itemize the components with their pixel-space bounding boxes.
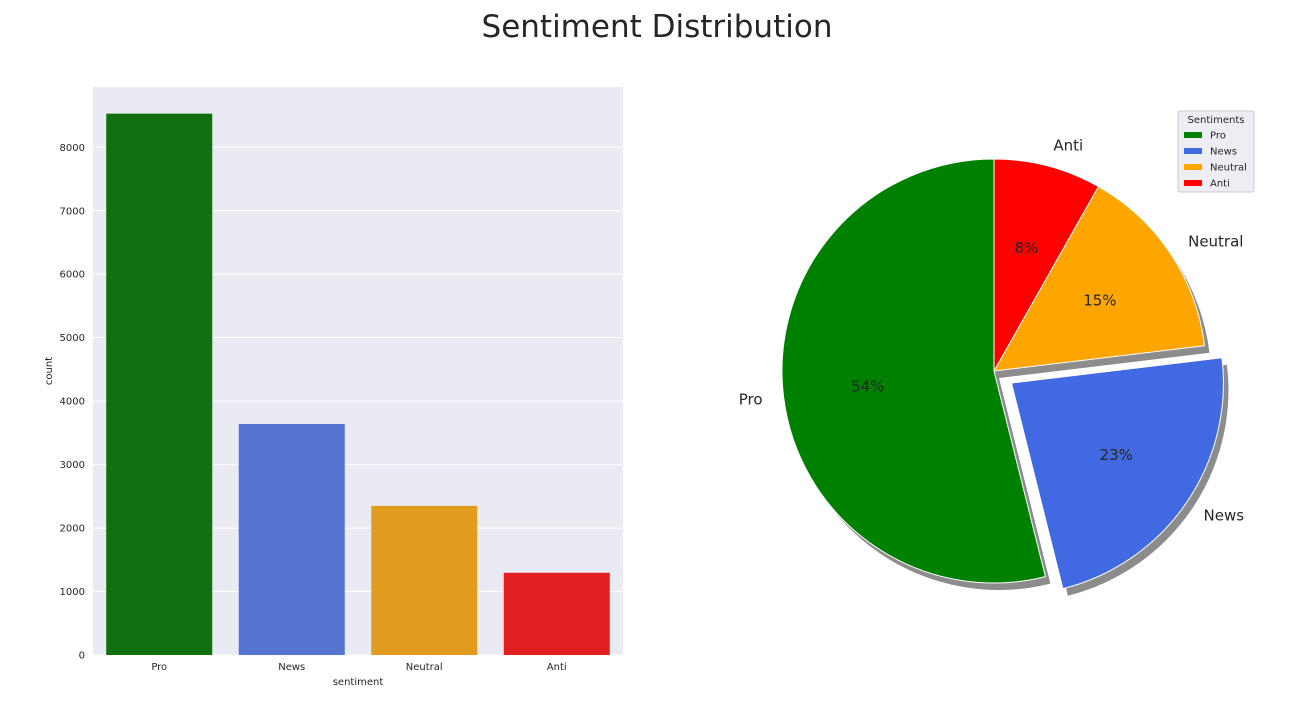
y-tick-label: 8000 — [60, 143, 85, 154]
bar-chart: 0 1000 2000 3000 4000 5000 6000 7000 8000 Pro News… — [44, 87, 623, 688]
legend-entry: Neutral — [1210, 163, 1247, 174]
pie-chart: Pro 54% News 23% Neutral 15% Anti 8% Sentiments P… — [739, 110, 1255, 596]
pie-legend: Sentiments Pro News Neutral Anti — [1177, 110, 1255, 193]
y-tick-label: 2000 — [60, 524, 85, 535]
pie-pct-label: 8% — [1015, 239, 1039, 257]
legend-entry: News — [1210, 147, 1237, 158]
x-tick-label: Pro — [151, 662, 167, 673]
pie-slice-news — [1010, 357, 1224, 590]
y-tick-label: 4000 — [60, 397, 85, 408]
bar-neutral — [371, 505, 478, 655]
pie-pct-label: 54% — [851, 378, 884, 396]
bar-news — [238, 423, 345, 655]
legend-swatch — [1184, 132, 1202, 138]
pie-pct-label: 15% — [1083, 291, 1116, 309]
legend-swatch — [1184, 148, 1202, 154]
x-tick-label: News — [278, 662, 305, 673]
pie-label: News — [1204, 506, 1245, 524]
y-axis-label: count — [44, 357, 55, 385]
y-tick-label: 0 — [79, 651, 85, 662]
legend-swatch — [1184, 180, 1202, 186]
y-tick-label: 5000 — [60, 333, 85, 344]
bar-anti — [503, 572, 610, 655]
pie-slice-pro — [781, 158, 1046, 584]
y-tick-label: 7000 — [60, 206, 85, 217]
pie-pct-label: 23% — [1100, 446, 1133, 464]
figure-title: Sentiment Distribution — [482, 9, 833, 45]
x-tick-label: Neutral — [406, 662, 443, 673]
pie-label: Pro — [739, 391, 763, 409]
y-tick-label: 1000 — [60, 587, 85, 598]
legend-title: Sentiments — [1188, 115, 1245, 126]
legend-entry: Anti — [1210, 179, 1230, 190]
pie-label: Anti — [1053, 136, 1083, 154]
x-tick-label: Anti — [547, 662, 567, 673]
x-axis-label: sentiment — [333, 677, 384, 688]
legend-entry: Pro — [1210, 131, 1226, 142]
pie-slice-neutral — [993, 186, 1205, 372]
bar-pro — [106, 113, 213, 656]
pie-slice-anti — [993, 158, 1099, 372]
legend-swatch — [1184, 164, 1202, 170]
y-tick-label: 3000 — [60, 460, 85, 471]
legend-frame — [1177, 110, 1255, 193]
y-tick-label: 6000 — [60, 270, 85, 281]
pie-label: Neutral — [1188, 233, 1243, 251]
